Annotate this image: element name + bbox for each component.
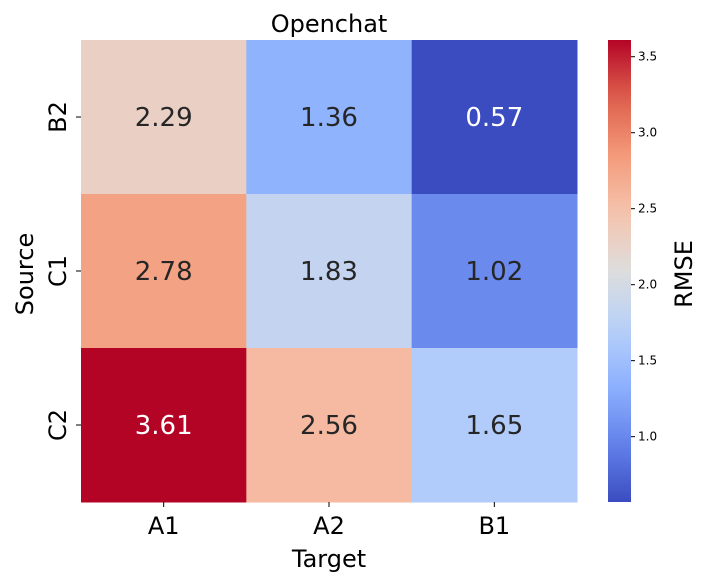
- x-tick-label: A2: [313, 512, 345, 540]
- cell-value-label: 3.61: [135, 411, 193, 441]
- y-axis-label: Source: [11, 233, 39, 315]
- colorbar-tick-label: 2.5: [638, 202, 657, 216]
- heatmap-cell: [81, 194, 247, 349]
- y-tick-label: C1: [44, 255, 72, 287]
- colorbar-label: RMSE: [670, 240, 698, 308]
- y-tick-label: B2: [44, 101, 72, 133]
- cell-value-label: 1.36: [300, 103, 358, 133]
- colorbar-tick-label: 3.5: [638, 50, 657, 64]
- cell-value-label: 0.57: [465, 103, 523, 133]
- heatmap-cell: [81, 40, 247, 195]
- colorbar-tick-label: 1.5: [638, 354, 657, 368]
- y-axis-ticks: B2 C1 C2: [44, 101, 81, 441]
- heatmap-cell: [411, 40, 578, 195]
- heatmap-cell: [81, 348, 247, 503]
- chart-title: Openchat: [271, 10, 388, 38]
- colorbar-gradient: [608, 40, 631, 502]
- heatmap-cell: [246, 40, 413, 195]
- colorbar-tick-label: 3.0: [638, 126, 657, 140]
- x-tick-label: B1: [478, 512, 510, 540]
- cell-value-label: 2.78: [135, 257, 193, 287]
- cell-value-label: 2.56: [300, 411, 358, 441]
- colorbar-tick-label: 1.0: [638, 430, 657, 444]
- x-axis-label: Target: [291, 545, 366, 573]
- heatmap-cell: [246, 194, 413, 349]
- x-tick-label: A1: [148, 512, 180, 540]
- cell-value-label: 1.02: [465, 257, 523, 287]
- cell-value-label: 1.83: [300, 257, 358, 287]
- heatmap-cells: 2.29 1.36 0.57 2.78 1.83 1.02 3.61 2.56 1.65: [81, 40, 578, 503]
- cell-value-label: 1.65: [465, 411, 523, 441]
- y-tick-label: C2: [44, 409, 72, 441]
- x-axis-ticks: A1 A2 B1: [148, 502, 510, 540]
- colorbar: 1.0 1.5 2.0 2.5 3.0 3.5: [608, 40, 657, 502]
- heatmap-cell: [246, 348, 413, 503]
- colorbar-tick-label: 2.0: [638, 278, 657, 292]
- heatmap-cell: [411, 194, 578, 349]
- heatmap-cell: [411, 348, 578, 503]
- cell-value-label: 2.29: [135, 103, 193, 133]
